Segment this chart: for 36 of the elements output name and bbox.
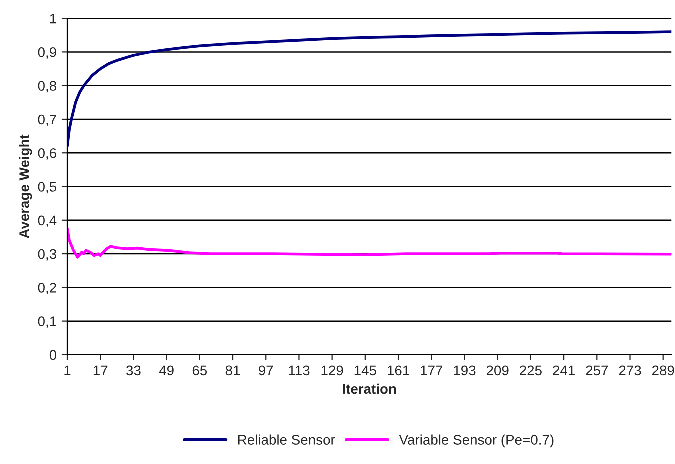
x-tick-label: 49 <box>159 366 174 376</box>
line-series <box>68 30 672 148</box>
x-tick-label: 81 <box>226 366 240 376</box>
x-tick-label: 257 <box>586 366 608 376</box>
y-tick-label: 0,7 <box>38 114 56 126</box>
y-tick-label: 1 <box>50 14 56 24</box>
x-tick-label: 209 <box>486 366 509 376</box>
x-tick-label: 1 <box>64 366 71 376</box>
x-tick-label: 241 <box>553 366 575 376</box>
legend-label: Reliable Sensor <box>238 434 336 445</box>
x-tick-label: 129 <box>322 366 344 376</box>
y-tick-label: 0,4 <box>38 216 57 228</box>
x-tick-label: 289 <box>652 366 674 376</box>
y-tick-label: 0,8 <box>38 81 56 93</box>
y-tick-label: 0,5 <box>38 182 57 194</box>
y-tick-label: 0 <box>50 350 57 360</box>
y-tick-label: 0,2 <box>38 283 56 294</box>
legend-label: Variable Sensor (Pe=0.7) <box>399 434 554 448</box>
x-tick-label: 177 <box>421 366 443 376</box>
x-tick-label: 65 <box>192 366 208 376</box>
x-tick-label: 225 <box>520 366 542 376</box>
x-tick-label: 145 <box>354 366 376 376</box>
x-axis-title: Iteration <box>343 384 396 394</box>
x-tick-label: 17 <box>94 366 108 376</box>
y-axis-title: Average Weight <box>19 134 32 239</box>
y-tick-label: 0,6 <box>38 148 56 160</box>
x-tick-label: 33 <box>126 366 141 376</box>
y-tick-label: 0,9 <box>38 48 56 60</box>
y-tick-label: 0,1 <box>38 316 56 328</box>
x-tick-label: 113 <box>289 366 310 376</box>
y-tick-label: 0,3 <box>38 249 56 261</box>
x-tick-label: 161 <box>388 366 410 376</box>
x-tick-label: 193 <box>454 366 476 376</box>
x-tick-label: 273 <box>619 366 642 376</box>
line-series <box>68 227 672 259</box>
x-tick-label: 97 <box>259 366 274 376</box>
